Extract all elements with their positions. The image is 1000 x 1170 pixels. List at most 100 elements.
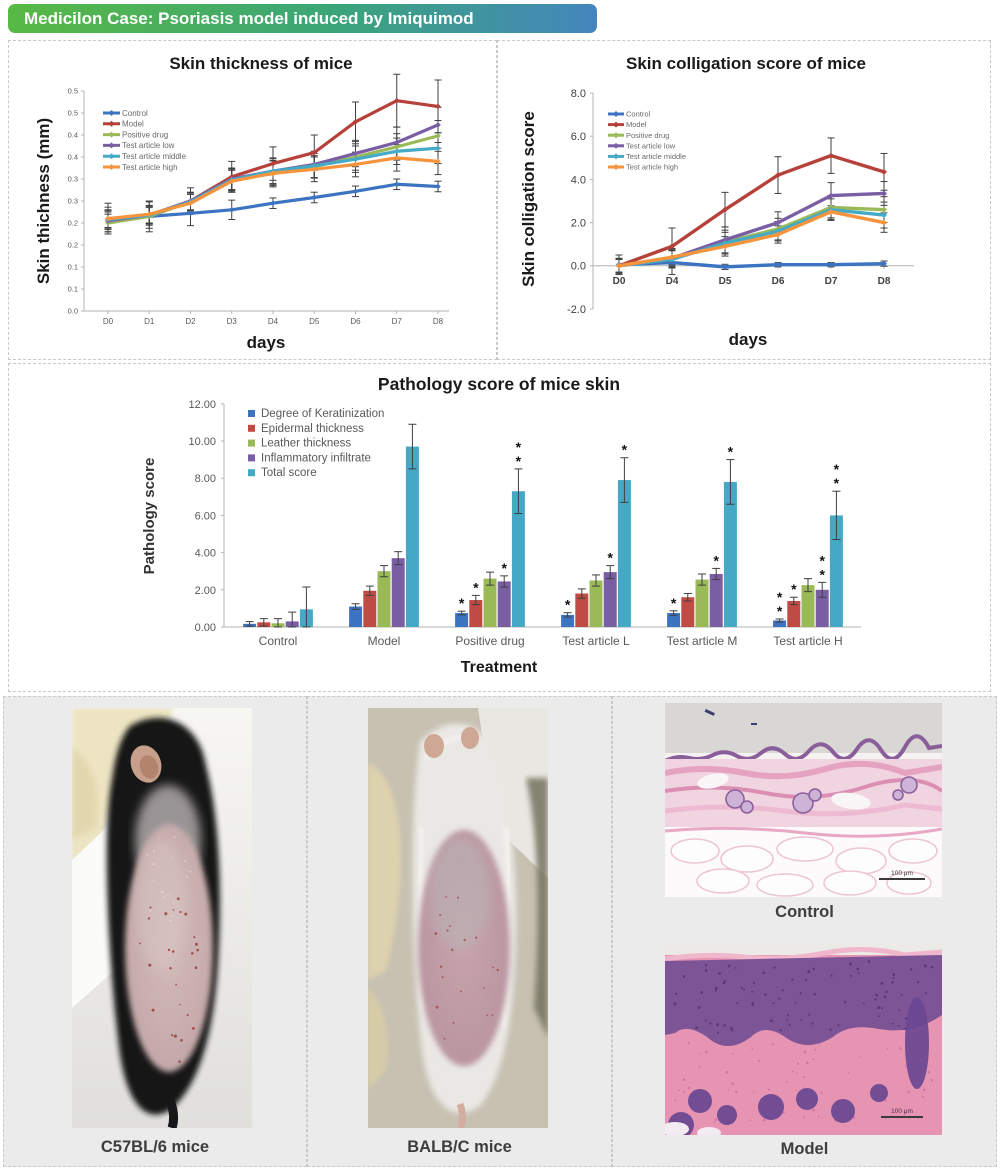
skin-lesion-spots xyxy=(434,896,499,1040)
skin-lesion-spots xyxy=(139,836,200,1063)
panel-pathology-chart xyxy=(8,363,991,692)
svg-text:*: * xyxy=(501,560,507,576)
svg-text:Positive drug: Positive drug xyxy=(455,634,524,648)
svg-text:0.2: 0.2 xyxy=(68,219,78,228)
scale-label: 100 μm xyxy=(891,870,913,877)
svg-text:Test article low: Test article low xyxy=(122,141,175,150)
svg-text:Pathology score: Pathology score xyxy=(141,458,158,575)
svg-text:D7: D7 xyxy=(392,317,403,326)
svg-text:*: * xyxy=(728,444,734,460)
svg-text:4.00: 4.00 xyxy=(195,548,216,560)
svg-text:0.0: 0.0 xyxy=(68,307,78,316)
svg-text:D1: D1 xyxy=(144,317,155,326)
svg-text:D2: D2 xyxy=(185,317,196,326)
svg-text:Control: Control xyxy=(259,634,298,648)
svg-text:D6: D6 xyxy=(772,276,785,287)
svg-text:*: * xyxy=(607,550,613,566)
svg-text:Test article high: Test article high xyxy=(626,163,678,172)
keratin-layer xyxy=(665,946,942,962)
svg-text:Skin thickness of mice: Skin thickness of mice xyxy=(169,54,352,73)
svg-text:Degree of Keratinization: Degree of Keratinization xyxy=(261,408,384,420)
svg-text:Total score: Total score xyxy=(261,467,317,479)
svg-text:0.0: 0.0 xyxy=(571,261,586,273)
svg-text:Test article middle: Test article middle xyxy=(626,152,686,161)
svg-text:D8: D8 xyxy=(878,276,891,287)
svg-text:Skin thichness (mm): Skin thichness (mm) xyxy=(34,118,53,284)
svg-text:*: * xyxy=(819,552,825,568)
svg-text:*: * xyxy=(622,442,628,458)
caption-c57bl6: C57BL/6 mice xyxy=(100,1138,210,1156)
svg-text:*: * xyxy=(516,453,522,469)
svg-text:*: * xyxy=(565,597,571,613)
svg-text:0.3: 0.3 xyxy=(68,175,78,184)
panel-skin-thickness-chart xyxy=(8,40,497,360)
mouse-tail xyxy=(165,1098,179,1128)
svg-text:*: * xyxy=(473,579,479,595)
hair-follicles xyxy=(725,776,918,814)
banner-title: Medicilon Case: Psoriasis model induced … xyxy=(24,9,474,28)
svg-text:Model: Model xyxy=(122,120,144,129)
svg-text:D0: D0 xyxy=(613,276,626,287)
svg-text:0.1: 0.1 xyxy=(68,263,78,272)
svg-text:12.00: 12.00 xyxy=(188,399,216,411)
svg-text:Test article L: Test article L xyxy=(562,634,630,648)
svg-text:Positive drug: Positive drug xyxy=(626,131,669,140)
svg-text:days: days xyxy=(729,330,768,349)
svg-text:2.0: 2.0 xyxy=(571,217,586,229)
balbc-mouse-photo xyxy=(368,708,548,1128)
svg-text:Test article H: Test article H xyxy=(773,634,842,648)
c57bl6-mouse-photo xyxy=(72,708,252,1128)
svg-text:D6: D6 xyxy=(350,317,361,326)
case-banner: Medicilon Case: Psoriasis model induced … xyxy=(8,4,597,33)
svg-text:10.00: 10.00 xyxy=(188,436,216,448)
svg-text:D4: D4 xyxy=(268,317,279,326)
model-histology-image: 100 μm xyxy=(665,943,942,1135)
caption-balbc: BALB/C mice xyxy=(407,1138,512,1156)
svg-text:Epidermal thickness: Epidermal thickness xyxy=(261,423,364,435)
svg-text:D7: D7 xyxy=(825,276,838,287)
svg-text:Inflammatory infiltrate: Inflammatory infiltrate xyxy=(261,452,371,464)
svg-text:2.00: 2.00 xyxy=(195,585,216,597)
svg-text:Skin colligation score of mice: Skin colligation score of mice xyxy=(626,54,866,73)
svg-text:0.2: 0.2 xyxy=(68,241,78,250)
svg-text:days: days xyxy=(247,333,286,352)
slide-background xyxy=(665,703,942,753)
svg-text:D4: D4 xyxy=(666,276,679,287)
glove-finger xyxy=(368,763,401,980)
svg-text:*: * xyxy=(819,566,825,582)
svg-text:0.4: 0.4 xyxy=(68,131,78,140)
svg-text:*: * xyxy=(459,595,465,611)
scale-label: 100 μm xyxy=(891,1108,913,1115)
svg-text:*: * xyxy=(671,595,677,611)
svg-text:Test article low: Test article low xyxy=(626,141,676,150)
svg-text:8.0: 8.0 xyxy=(571,88,586,100)
pathology-score-bar-chart: 12.00 10.00 8.00 6.00 4.00 2.00 0.00 Control Mod… xyxy=(141,374,861,676)
panel-colligation-chart xyxy=(497,40,991,360)
control-histology-image: 100 μm xyxy=(665,703,942,897)
svg-text:*: * xyxy=(834,461,840,477)
svg-text:Treatment: Treatment xyxy=(461,659,538,676)
svg-text:Control: Control xyxy=(626,110,651,119)
svg-text:6.00: 6.00 xyxy=(195,510,216,522)
svg-text:*: * xyxy=(777,603,783,619)
svg-text:0.5: 0.5 xyxy=(68,87,78,96)
svg-text:Test article middle: Test article middle xyxy=(122,152,187,161)
svg-text:*: * xyxy=(516,439,522,455)
thickened-epidermis xyxy=(665,955,942,1046)
svg-text:Test article M: Test article M xyxy=(667,634,738,648)
dermal-cells xyxy=(674,1041,933,1123)
mouse-tail xyxy=(456,1102,466,1128)
background-shadow xyxy=(526,778,548,1038)
svg-text:0.4: 0.4 xyxy=(68,153,78,162)
svg-text:D8: D8 xyxy=(433,317,444,326)
svg-text:0.5: 0.5 xyxy=(68,109,78,118)
svg-text:Leather thickness: Leather thickness xyxy=(261,438,351,450)
svg-text:*: * xyxy=(834,475,840,491)
svg-text:*: * xyxy=(791,581,797,597)
svg-text:Test article high: Test article high xyxy=(122,163,178,172)
svg-text:D0: D0 xyxy=(103,317,114,326)
svg-text:Control: Control xyxy=(122,109,148,118)
svg-text:D3: D3 xyxy=(227,317,238,326)
svg-text:8.00: 8.00 xyxy=(195,473,216,485)
